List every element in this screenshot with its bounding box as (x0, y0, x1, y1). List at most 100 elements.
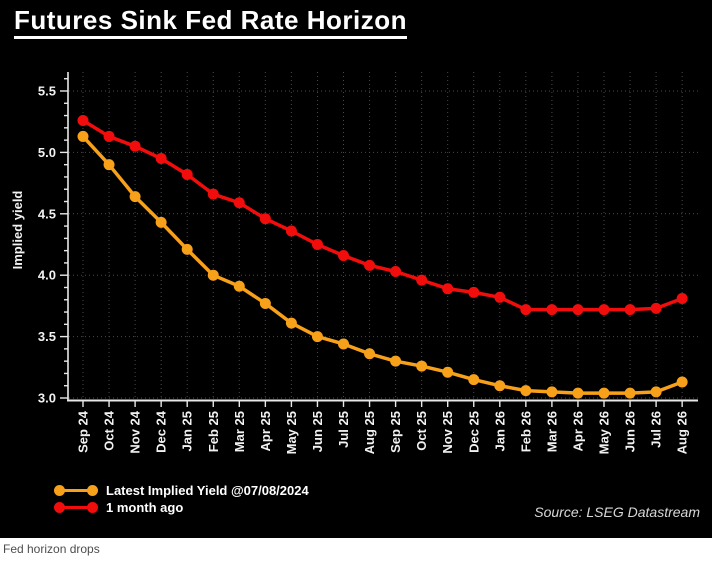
data-point (494, 291, 506, 303)
legend-label: Latest Implied Yield @07/08/2024 (106, 482, 309, 498)
data-point (207, 269, 219, 281)
caption-text: Fed horizon drops (3, 542, 100, 556)
data-point (390, 266, 402, 278)
fed-rate-line-chart: 3.0 3.5 4.0 4.5 5.0 5.5 Sep 24 Oct 24 Nov 24 Dec … (10, 72, 698, 454)
svg-text:4.5: 4.5 (38, 206, 56, 221)
data-point (598, 387, 610, 399)
data-point (155, 216, 167, 228)
data-point (624, 304, 636, 316)
chart-panel: Futures Sink Fed Rate Horizon 3.0 3.5 4.0 4… (0, 0, 712, 538)
svg-text:Nov 25: Nov 25 (440, 411, 455, 454)
data-point (103, 130, 115, 142)
legend-item-one-month-ago: 1 month ago (54, 499, 309, 515)
svg-text:Jun 25: Jun 25 (310, 411, 325, 452)
data-point (572, 387, 584, 399)
svg-text:May 25: May 25 (284, 411, 299, 454)
svg-text:Sep 24: Sep 24 (76, 410, 91, 453)
data-point (311, 331, 323, 343)
data-point (259, 213, 271, 225)
series-line-1-month-ago (82, 118, 683, 312)
data-point (416, 360, 428, 372)
legend-label: 1 month ago (106, 499, 184, 515)
data-point (598, 304, 610, 316)
data-point (338, 338, 349, 350)
data-point (494, 380, 506, 392)
data-point (233, 197, 245, 209)
data-point (676, 376, 688, 388)
legend-marker-red (54, 501, 98, 513)
y-tick-labels: 3.0 3.5 4.0 4.5 5.0 5.5 (38, 84, 56, 406)
svg-text:3.0: 3.0 (38, 391, 56, 406)
svg-text:4.0: 4.0 (38, 268, 56, 283)
data-point (364, 348, 376, 360)
data-point (207, 188, 219, 200)
data-point (416, 274, 428, 286)
svg-text:Aug 25: Aug 25 (362, 411, 377, 454)
data-point (338, 250, 349, 262)
gridlines (69, 72, 698, 399)
svg-text:Mar 25: Mar 25 (232, 411, 247, 452)
axes (60, 72, 698, 407)
svg-text:5.0: 5.0 (38, 145, 56, 160)
data-point (390, 355, 402, 367)
data-point (468, 374, 480, 386)
svg-text:3.5: 3.5 (38, 329, 56, 344)
svg-text:Jul 25: Jul 25 (336, 411, 351, 448)
data-point (442, 366, 454, 378)
svg-text:Feb 26: Feb 26 (518, 411, 533, 452)
data-point (259, 297, 271, 309)
source-note: Source: LSEG Datastream (534, 504, 700, 520)
data-point (520, 304, 532, 316)
svg-text:5.5: 5.5 (38, 84, 56, 99)
chart-title: Futures Sink Fed Rate Horizon (14, 6, 407, 39)
svg-text:Dec 25: Dec 25 (466, 411, 481, 453)
svg-text:Apr 26: Apr 26 (570, 411, 585, 451)
data-point (650, 302, 662, 314)
series-line-latest-implied-yield-07-08-2024 (81, 135, 683, 395)
chart-legend: Latest Implied Yield @07/08/2024 1 month… (54, 482, 309, 515)
data-point (129, 140, 141, 152)
legend-item-latest-implied-yield: Latest Implied Yield @07/08/2024 (54, 482, 309, 498)
svg-text:Dec 24: Dec 24 (154, 410, 169, 453)
svg-text:Oct 24: Oct 24 (102, 410, 117, 451)
data-point (311, 239, 323, 250)
x-tick-labels: Sep 24 Oct 24 Nov 24 Dec 24 Jan 25 Feb 25 Mar … (76, 410, 690, 454)
data-point (129, 191, 141, 203)
data-point (546, 304, 558, 316)
y-axis-label: Implied yield (10, 191, 25, 270)
series-1-month-ago (77, 114, 688, 316)
data-point (77, 130, 89, 142)
svg-text:Jan 25: Jan 25 (180, 411, 195, 451)
data-point (676, 293, 688, 305)
data-point (103, 159, 115, 171)
data-point (624, 387, 636, 399)
svg-text:Mar 26: Mar 26 (544, 411, 559, 452)
svg-text:Jul 26: Jul 26 (649, 411, 664, 448)
data-point (364, 259, 376, 271)
data-point (468, 286, 480, 298)
svg-text:May 26: May 26 (597, 411, 612, 454)
data-point (546, 386, 558, 398)
svg-text:Feb 25: Feb 25 (206, 411, 221, 452)
svg-text:Jun 26: Jun 26 (623, 411, 638, 452)
legend-marker-orange (54, 484, 98, 496)
svg-text:Sep 25: Sep 25 (388, 411, 403, 453)
data-point (650, 386, 662, 398)
data-point (155, 153, 167, 165)
caption-strip: Fed horizon drops (0, 538, 712, 561)
data-point (442, 283, 454, 295)
data-point (77, 114, 89, 126)
data-point (572, 304, 584, 316)
svg-text:Oct 25: Oct 25 (414, 411, 429, 451)
data-point (285, 225, 297, 237)
data-point (181, 169, 193, 181)
series-latest-implied-yield-07-08-2024 (77, 130, 688, 399)
svg-text:Nov 24: Nov 24 (128, 410, 143, 453)
data-point (233, 280, 245, 292)
data-point (520, 385, 532, 397)
data-point (181, 243, 193, 255)
data-point (285, 317, 297, 329)
svg-text:Apr 25: Apr 25 (258, 411, 273, 451)
svg-text:Aug 26: Aug 26 (675, 411, 690, 454)
